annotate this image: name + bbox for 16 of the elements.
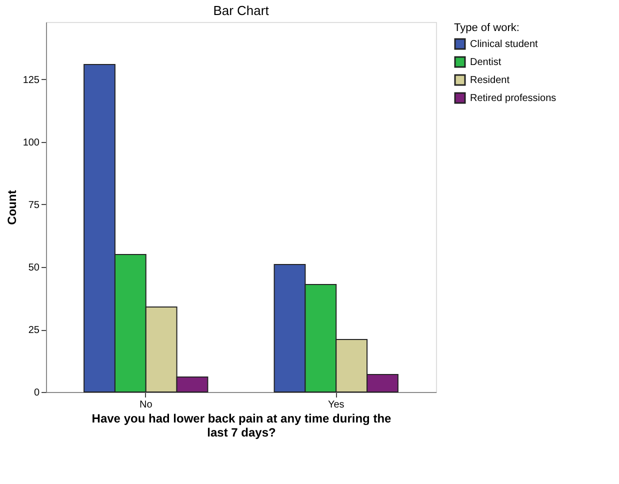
- legend-label: Dentist: [470, 57, 502, 68]
- legend-title: Type of work:: [454, 22, 520, 34]
- legend-label: Clinical student: [470, 39, 538, 50]
- x-tick-label: No: [139, 400, 153, 410]
- y-tick-label: 125: [22, 75, 40, 86]
- x-tick-label: Yes: [328, 400, 344, 410]
- y-tick-label: 100: [22, 138, 40, 148]
- legend-label: Retired professions: [470, 93, 556, 104]
- y-tick-label: 0: [34, 388, 40, 398]
- y-axis-title: Count: [4, 190, 19, 225]
- legend-label: Resident: [470, 75, 510, 86]
- y-tick-label: 75: [28, 200, 40, 211]
- y-tick-label: 25: [28, 325, 40, 336]
- x-axis-title: Have you had lower back pain at any time during the last 7 days?: [92, 412, 392, 440]
- y-tick-label: 50: [28, 262, 40, 274]
- chart-title: Bar Chart: [213, 3, 270, 18]
